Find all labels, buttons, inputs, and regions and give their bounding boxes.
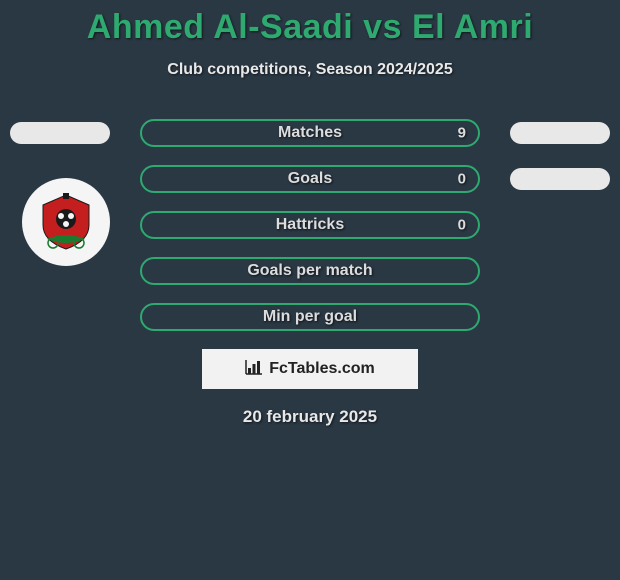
stat-row: Min per goal xyxy=(0,303,620,333)
stat-label: Goals xyxy=(288,170,332,188)
stat-label: Goals per match xyxy=(247,262,372,280)
stat-pill: Goals per match xyxy=(140,257,480,285)
stat-row: Matches 9 xyxy=(0,119,620,149)
stat-label: Matches xyxy=(278,124,342,142)
brand-text: FcTables.com xyxy=(269,360,375,378)
stat-value: 0 xyxy=(458,171,466,188)
chart-icon xyxy=(245,359,263,380)
stat-label: Hattricks xyxy=(276,216,344,234)
stat-label: Min per goal xyxy=(263,308,357,326)
right-value-pill xyxy=(510,122,610,144)
stat-row: Goals per match xyxy=(0,257,620,287)
stat-pill: Hattricks 0 xyxy=(140,211,480,239)
stat-row: Hattricks 0 xyxy=(0,211,620,241)
subtitle: Club competitions, Season 2024/2025 xyxy=(0,61,620,79)
stat-pill: Matches 9 xyxy=(140,119,480,147)
stats-container: Matches 9 Goals 0 Hattricks 0 Goals per match M… xyxy=(0,119,620,333)
stat-value: 0 xyxy=(458,217,466,234)
stat-value: 9 xyxy=(458,125,466,142)
stat-pill: Goals 0 xyxy=(140,165,480,193)
brand-banner: FcTables.com xyxy=(202,349,418,389)
stat-row: Goals 0 xyxy=(0,165,620,195)
footer-date: 20 february 2025 xyxy=(0,407,620,427)
stat-pill: Min per goal xyxy=(140,303,480,331)
left-value-pill xyxy=(10,122,110,144)
page-title: Ahmed Al-Saadi vs El Amri xyxy=(0,0,620,47)
right-value-pill xyxy=(510,168,610,190)
